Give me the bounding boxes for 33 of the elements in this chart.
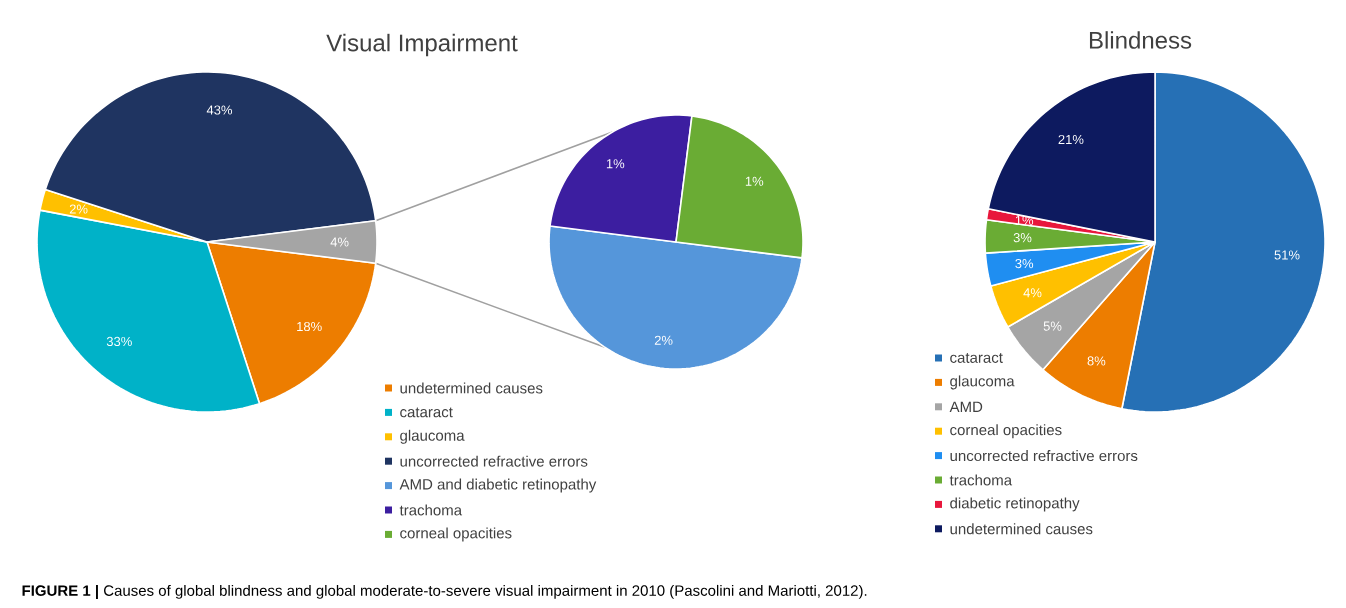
- data-label: 18%: [297, 321, 322, 332]
- data-label: 51%: [1274, 250, 1300, 260]
- legend-label: AMD and diabetic retinopathy: [399, 478, 597, 493]
- data-label: 1%: [745, 176, 764, 186]
- legend-label: glaucoma: [400, 429, 465, 444]
- data-label: 33%: [106, 336, 132, 347]
- data-label: 4%: [330, 237, 349, 247]
- legend-label: AMD: [949, 401, 983, 412]
- legend-label: cataract: [400, 407, 453, 418]
- text: FIGURE 1 | Causes of global blindness and global moderate-to-severe visual impairment in 2010 (Pascolini and Mariotti, 2012).: [22, 584, 867, 600]
- legend-label: uncorrected refractive errors: [400, 455, 588, 467]
- data-label: 4%: [1023, 288, 1042, 298]
- data-label: 2%: [69, 204, 88, 214]
- legend-label: diabetic retinopathy: [950, 497, 1080, 512]
- legend-label: corneal opacities: [950, 424, 1062, 439]
- data-label: 3%: [1015, 258, 1034, 269]
- legend-label: glaucoma: [950, 375, 1015, 390]
- data-label: 43%: [206, 105, 233, 115]
- legend-label: uncorrected refractive errors: [950, 450, 1138, 462]
- data-label: 21%: [1058, 134, 1084, 145]
- legend-label: undetermined causes: [950, 523, 1093, 535]
- data-label: 8%: [1087, 356, 1106, 366]
- legend-label: cataract: [950, 353, 1003, 363]
- data-label: 2%: [654, 335, 673, 345]
- chart-title: Blindness: [1089, 31, 1192, 49]
- legend-label: trachoma: [399, 504, 463, 516]
- legend-label: undetermined causes: [400, 382, 543, 394]
- legend-label: trachoma: [949, 474, 1013, 486]
- data-label: 5%: [1043, 321, 1062, 331]
- data-label: 1%: [606, 159, 625, 169]
- legend-label: corneal opacities: [400, 527, 512, 542]
- data-label: 3%: [1013, 233, 1032, 243]
- chart-title: Visual Impairment: [326, 33, 518, 57]
